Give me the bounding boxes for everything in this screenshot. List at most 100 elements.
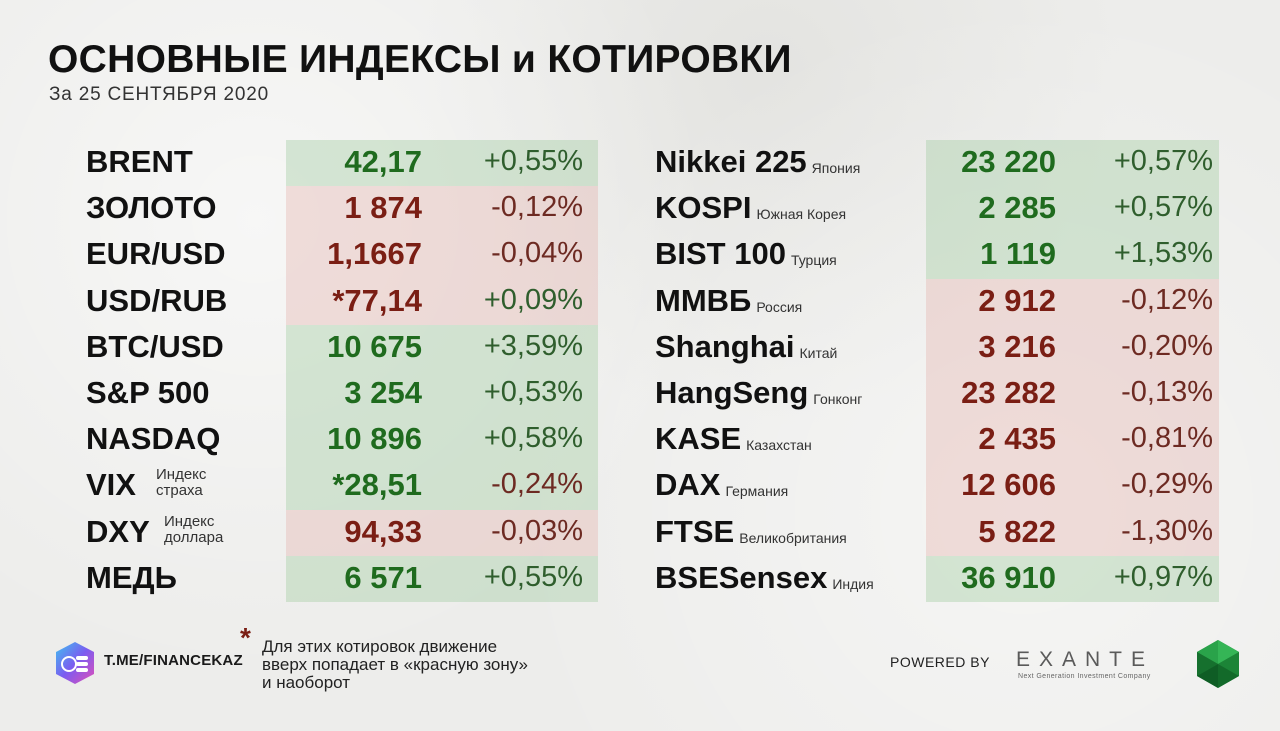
row-highlight bbox=[286, 140, 598, 187]
instrument-name: ММВБ Россия bbox=[655, 283, 802, 319]
quote-change: +0,57% bbox=[1113, 145, 1213, 177]
instrument-label: DAX bbox=[655, 467, 721, 503]
description-line: Индекс bbox=[156, 466, 207, 484]
instrument-name: EUR/USD bbox=[86, 236, 226, 272]
quote-value: 12 606 bbox=[961, 467, 1056, 503]
instrument-name: NASDAQ bbox=[86, 421, 220, 457]
instrument-label: МЕДЬ bbox=[86, 559, 177, 595]
page-date: За 25 СЕНТЯБРЯ 2020 bbox=[49, 84, 269, 105]
page-title: ОСНОВНЫЕ ИНДЕКСЫ и КОТИРОВКИ bbox=[48, 38, 792, 81]
row-highlight bbox=[926, 370, 1219, 418]
instrument-name: KOSPI Южная Корея bbox=[655, 190, 846, 226]
quote-value: *28,51 bbox=[332, 467, 422, 503]
row-highlight bbox=[926, 509, 1219, 556]
instrument-name: Nikkei 225 Япония bbox=[655, 144, 860, 180]
quote-change: -0,12% bbox=[491, 191, 583, 224]
quote-change: +3,59% bbox=[483, 329, 583, 362]
country-label: Япония bbox=[811, 160, 861, 176]
instrument-label: BIST 100 bbox=[655, 236, 786, 272]
row-highlight bbox=[286, 232, 598, 279]
quote-change: -0,03% bbox=[491, 514, 583, 547]
row-highlight bbox=[286, 324, 598, 371]
quote-change: +0,53% bbox=[483, 375, 583, 408]
instrument-label: DXY bbox=[86, 513, 150, 549]
instrument-name: Shanghai Китай bbox=[655, 329, 837, 365]
quote-change: -0,81% bbox=[1121, 422, 1213, 455]
quote-value: 23 282 bbox=[961, 374, 1056, 410]
coin-stack-icon[interactable] bbox=[52, 640, 98, 686]
quote-value: 94,33 bbox=[344, 513, 422, 549]
description-line: страха bbox=[156, 482, 203, 500]
instrument-name: BTC/USD bbox=[86, 329, 224, 365]
footnote-line: и наоборот bbox=[262, 673, 351, 692]
instrument-name: DAX Германия bbox=[655, 467, 788, 503]
quote-value: 10 675 bbox=[327, 328, 422, 364]
quote-change: -0,24% bbox=[491, 468, 583, 501]
instrument-label: KOSPI bbox=[655, 190, 752, 226]
quote-change: -0,13% bbox=[1121, 375, 1213, 408]
quote-value: 10 896 bbox=[327, 421, 422, 457]
quote-change: +0,58% bbox=[483, 422, 583, 455]
quote-value: 6 571 bbox=[344, 559, 422, 595]
footnote-line: вверх попадает в «красную зону» bbox=[262, 655, 528, 674]
footnote-line: Для этих котировок движение bbox=[262, 637, 498, 656]
row-highlight bbox=[286, 278, 598, 325]
instrument-name: BSESensex Индия bbox=[655, 560, 874, 596]
instrument-label: NASDAQ bbox=[86, 421, 221, 457]
instrument-label: USD/RUB bbox=[86, 282, 228, 318]
row-highlight bbox=[926, 555, 1219, 602]
instrument-name: S&P 500 bbox=[86, 375, 210, 411]
country-label: Южная Корея bbox=[756, 206, 847, 223]
footnote-asterisk: * bbox=[240, 622, 251, 653]
row-highlight bbox=[286, 555, 598, 602]
quote-change: -0,04% bbox=[491, 237, 583, 270]
row-highlight bbox=[286, 509, 598, 556]
quote-value: *77,14 bbox=[332, 282, 422, 318]
footnote: Для этих котировок движение вверх попада… bbox=[262, 638, 632, 692]
instrument-label: Nikkei 225 bbox=[655, 144, 807, 179]
quote-value: 2 285 bbox=[978, 190, 1056, 226]
quote-value: 5 822 bbox=[978, 513, 1056, 549]
quote-value: 1,1667 bbox=[327, 236, 422, 272]
instrument-name: VIX bbox=[86, 467, 136, 503]
row-highlight bbox=[926, 417, 1219, 464]
instrument-label: S&P 500 bbox=[86, 374, 210, 410]
quote-change: +0,55% bbox=[483, 145, 583, 177]
quote-value: 2 435 bbox=[978, 421, 1056, 457]
instrument-name: МЕДЬ bbox=[86, 560, 177, 596]
quote-value: 1 119 bbox=[980, 236, 1056, 272]
instrument-label: KASE bbox=[655, 421, 742, 457]
quote-value: 3 216 bbox=[978, 328, 1056, 364]
instrument-label: FTSE bbox=[655, 513, 735, 549]
row-highlight bbox=[926, 140, 1219, 187]
instrument-label: VIX bbox=[86, 467, 136, 503]
row-highlight bbox=[926, 232, 1219, 279]
instrument-name: HangSeng Гонконг bbox=[655, 375, 862, 411]
quote-change: +1,53% bbox=[1113, 237, 1213, 270]
row-highlight bbox=[286, 186, 598, 233]
quote-value: 23 220 bbox=[961, 144, 1056, 179]
row-highlight bbox=[926, 324, 1219, 371]
description-line: доллара bbox=[164, 528, 224, 546]
description-line: Индекс bbox=[164, 512, 215, 530]
instrument-label: Shanghai bbox=[655, 328, 795, 364]
powered-by-label: POWERED BY bbox=[890, 654, 990, 670]
quote-value: 2 912 bbox=[978, 282, 1056, 318]
country-label: Гонконг bbox=[813, 390, 863, 407]
row-highlight bbox=[926, 186, 1219, 233]
brand-tagline: Next Generation Investment Company bbox=[1018, 673, 1151, 680]
green-gem-icon bbox=[1197, 640, 1239, 688]
quote-change: -1,30% bbox=[1121, 514, 1213, 547]
instrument-name: DXY bbox=[86, 514, 150, 550]
quote-change: +0,57% bbox=[1113, 191, 1213, 224]
instrument-name: BRENT bbox=[86, 144, 193, 180]
quote-value: 42,17 bbox=[344, 144, 422, 179]
instrument-name: BIST 100 Турция bbox=[655, 236, 837, 272]
instrument-label: HangSeng bbox=[655, 374, 809, 410]
instrument-label: EUR/USD bbox=[86, 236, 226, 272]
instrument-label: ММВБ bbox=[655, 282, 752, 318]
channel-link[interactable]: T.ME/FINANCEKAZ bbox=[104, 652, 243, 669]
quote-change: -0,12% bbox=[1121, 283, 1213, 316]
quote-change: -0,29% bbox=[1121, 468, 1213, 501]
instrument-label: BRENT bbox=[86, 144, 193, 179]
